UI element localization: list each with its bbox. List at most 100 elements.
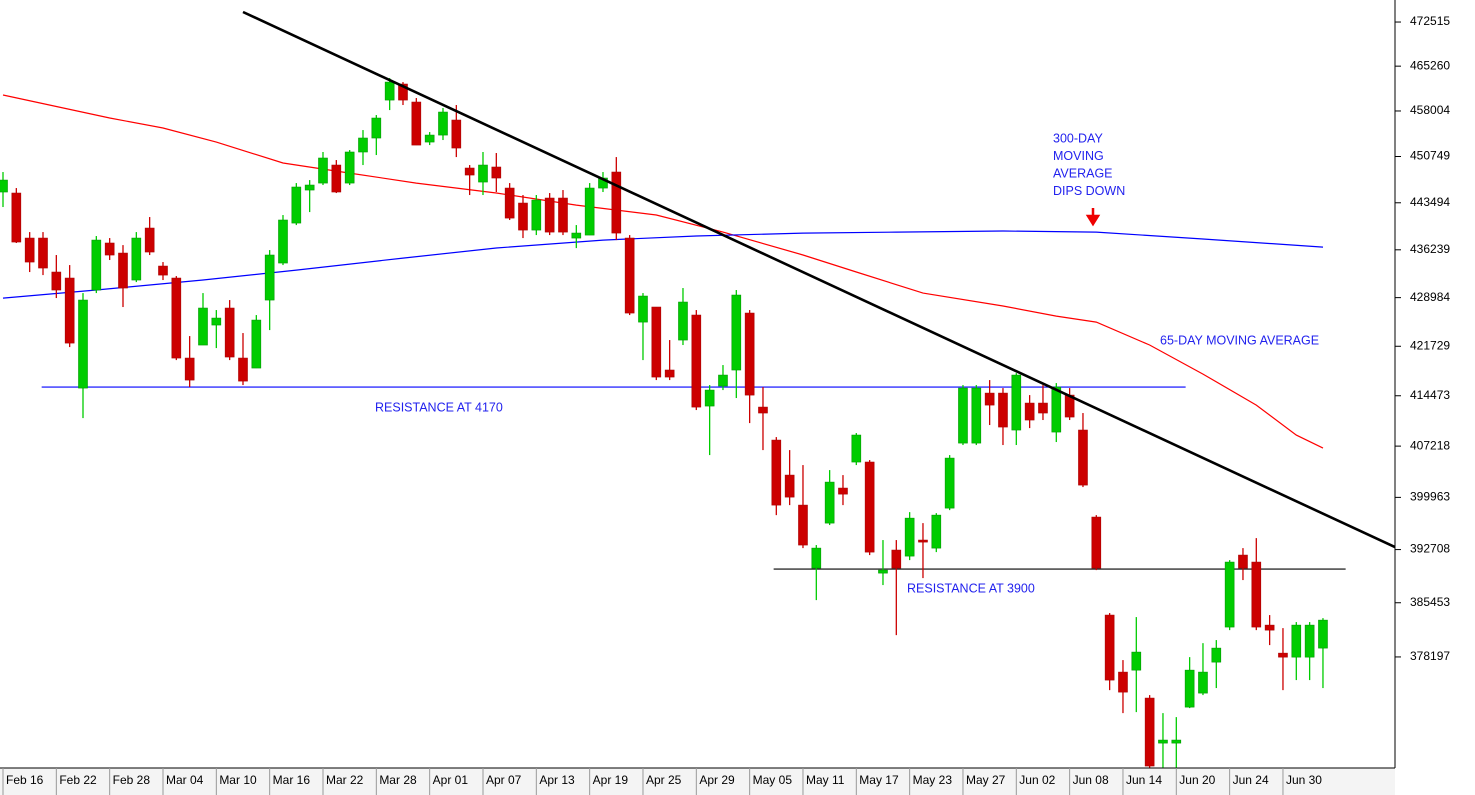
candle-body [851,434,862,463]
x-tick-label: Apr 29 [699,773,735,787]
trendline [242,10,1395,549]
y-tick-label: 443494 [1410,195,1450,209]
candle-body [278,219,288,264]
y-tick-label: 378197 [1410,649,1450,663]
candle-body [64,277,75,344]
candle-body [1118,671,1128,693]
candle-body [718,374,728,387]
candle-body [1318,619,1328,649]
candle-body [1144,697,1155,767]
annotation: DIPS DOWN [1053,184,1125,198]
moving-average [2,94,1324,449]
candle-body [1264,624,1275,631]
candle-body [318,157,328,184]
candle-body [104,242,115,256]
candle-body [958,387,968,444]
candle-body [491,166,502,179]
x-tick-label: Feb 16 [6,773,44,787]
candle-body [544,197,555,233]
candle-body [1278,652,1288,658]
x-tick-label: Mar 28 [379,773,417,787]
resistance-label: RESISTANCE AT 4170 [375,400,503,414]
candle-body [171,277,182,359]
x-tick-label: May 05 [753,773,793,787]
candle-body [664,369,675,378]
y-tick-label: 458004 [1410,103,1450,117]
candle-body [464,167,475,176]
x-tick-label: Jun 02 [1019,773,1055,787]
candle-body [678,301,688,341]
annotation-arrow [1085,208,1101,227]
candle-body [824,481,835,524]
candle-body [1304,624,1315,658]
candle-body [1104,614,1115,681]
x-tick-label: Mar 16 [273,773,311,787]
candle-body [984,392,995,406]
y-tick-label: 436239 [1410,242,1450,256]
x-tick-label: Mar 04 [166,773,204,787]
candle-body [384,81,395,101]
candle-body [584,187,595,236]
x-tick-label: Mar 22 [326,773,364,787]
x-tick-label: Jun 20 [1179,773,1215,787]
y-tick-label: 472515 [1410,14,1450,28]
candle-body [838,487,848,495]
candle-body [158,265,168,276]
candle-body [798,504,808,546]
resistance-label: RESISTANCE AT 3900 [907,581,1035,595]
candle-body [331,164,342,193]
y-tick-label: 465260 [1410,58,1450,72]
candle-body [424,134,435,143]
candle-body [638,295,648,323]
candle-body [264,254,275,301]
candle-body [238,357,248,382]
plot-area [0,10,1395,768]
x-tick-label: Apr 01 [433,773,469,787]
candle-body [211,317,222,326]
candle-body [0,179,8,193]
x-tick-label: Jun 08 [1073,773,1109,787]
candle-body [1011,374,1022,431]
candle-body [611,171,622,234]
candle-body [91,239,102,291]
candle-body [1211,647,1222,663]
x-tick-label: Feb 28 [113,773,151,787]
candle-body [11,192,22,243]
candle-body [918,539,928,543]
x-tick-label: Mar 10 [219,773,257,787]
candle-body [998,392,1008,428]
y-tick-label: 392708 [1410,542,1450,556]
candle-body [691,314,702,408]
candle-body [731,294,742,371]
candle-body [784,474,795,498]
candle-body [1131,651,1142,671]
candle-body [1184,669,1195,708]
y-tick-label: 407218 [1410,438,1450,452]
moving-average [2,230,1324,299]
candle-body [864,461,875,553]
y-tick-label: 399963 [1410,490,1450,504]
candle-body [1251,561,1262,628]
candle-body [144,227,155,253]
candle-body [504,187,515,219]
x-tick-label: Jun 24 [1233,773,1269,787]
candle-body [771,439,782,506]
y-tick-label: 428984 [1410,290,1450,304]
candle-body [1291,624,1302,658]
candle-body [971,387,982,444]
x-tick-label: Apr 13 [539,773,575,787]
candle-body [904,517,915,557]
candle-body [878,569,888,574]
candle-body [438,111,448,136]
x-tick-label: Apr 25 [646,773,682,787]
annotation: 65-DAY MOVING AVERAGE [1160,333,1319,347]
candle-body [1024,402,1035,421]
x-tick-label: Jun 14 [1126,773,1162,787]
candle-body [758,406,768,414]
candle-body [1171,739,1182,744]
candle-body [78,299,88,389]
annotation: 300-DAY [1053,131,1103,145]
candle-body [131,237,142,281]
